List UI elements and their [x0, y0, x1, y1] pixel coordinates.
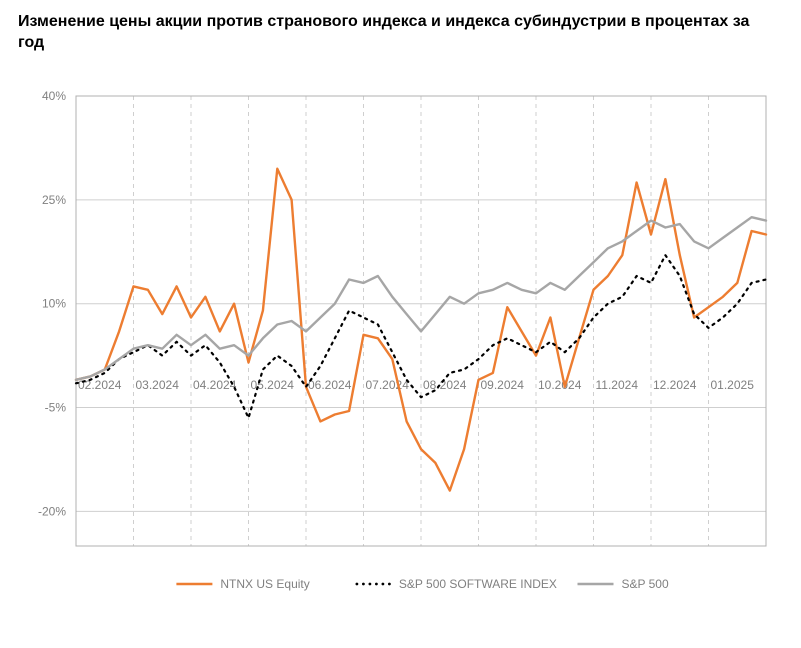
svg-text:S&P 500 SOFTWARE INDEX: S&P 500 SOFTWARE INDEX — [399, 577, 557, 591]
svg-text:25%: 25% — [42, 192, 66, 206]
svg-text:12.2024: 12.2024 — [653, 378, 697, 392]
svg-text:-20%: -20% — [38, 504, 66, 518]
price-change-chart: -20%-5%10%25%40%02.202403.202404.202405.… — [18, 78, 778, 618]
svg-text:08.2024: 08.2024 — [423, 378, 467, 392]
svg-text:02.2024: 02.2024 — [78, 378, 122, 392]
page-title: Изменение цены акции против странового и… — [18, 12, 778, 54]
svg-text:01.2025: 01.2025 — [711, 378, 755, 392]
svg-text:40%: 40% — [42, 89, 66, 103]
svg-text:10%: 10% — [42, 296, 66, 310]
svg-text:04.2024: 04.2024 — [193, 378, 237, 392]
svg-text:07.2024: 07.2024 — [366, 378, 410, 392]
svg-text:03.2024: 03.2024 — [136, 378, 180, 392]
svg-text:09.2024: 09.2024 — [481, 378, 525, 392]
svg-text:06.2024: 06.2024 — [308, 378, 352, 392]
chart-svg: -20%-5%10%25%40%02.202403.202404.202405.… — [18, 78, 778, 618]
svg-text:NTNX US Equity: NTNX US Equity — [220, 577, 309, 591]
svg-text:11.2024: 11.2024 — [596, 378, 639, 392]
svg-text:S&P 500: S&P 500 — [622, 577, 669, 591]
svg-text:10.2024: 10.2024 — [538, 378, 582, 392]
svg-text:-5%: -5% — [45, 400, 67, 414]
